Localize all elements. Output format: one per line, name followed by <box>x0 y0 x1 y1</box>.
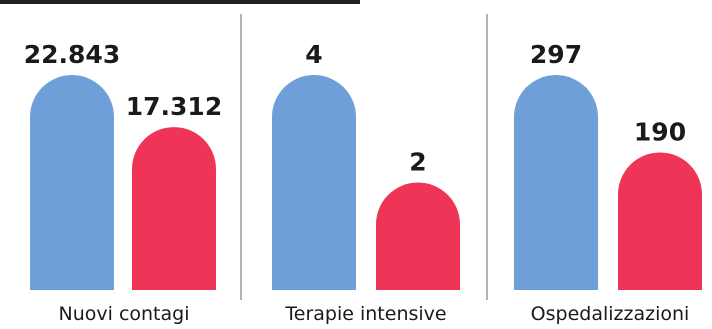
bar-1-1 <box>30 75 114 290</box>
value-label-2-2: 2 <box>409 148 426 177</box>
bar-2-2 <box>376 182 460 290</box>
bar-1-2 <box>132 127 216 291</box>
category-label-1: Nuovi contagi <box>59 303 190 325</box>
bar-2-1 <box>272 75 356 290</box>
value-label-3-1: 297 <box>530 40 582 69</box>
category-label-3: Ospedalizzazioni <box>531 303 690 325</box>
value-label-2-1: 4 <box>305 40 322 69</box>
category-label-2: Terapie intensive <box>284 303 446 325</box>
bar-3-2 <box>618 152 702 290</box>
value-label-1-1: 22.843 <box>24 40 120 69</box>
header-strip <box>0 0 360 4</box>
bar-3-1 <box>514 75 598 290</box>
value-label-1-2: 17.312 <box>126 92 222 121</box>
value-label-3-2: 190 <box>634 117 686 146</box>
